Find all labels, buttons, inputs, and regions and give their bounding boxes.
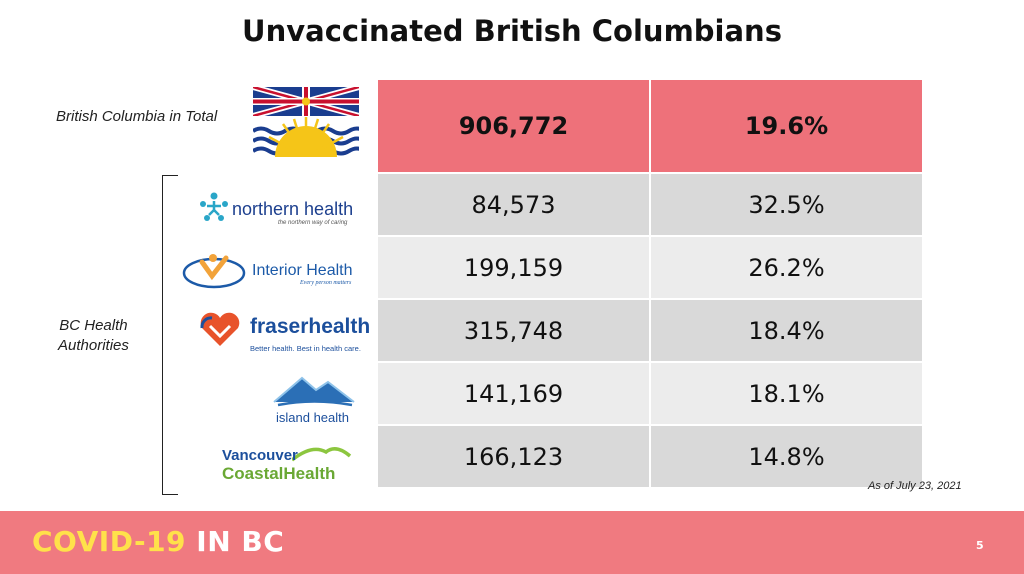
fraser-health-count: 315,748: [376, 298, 651, 363]
bc-total-percent: 19.6%: [649, 78, 924, 174]
slide-title: Unvaccinated British Columbians: [242, 14, 782, 48]
vancouver-coastal-health-logo: Vancouver CoastalHealth: [222, 442, 362, 488]
island-health-icon: [273, 376, 355, 407]
bc-authorities-label-line2: Authorities: [58, 337, 129, 354]
coastal-health-wordmark: CoastalHealth: [222, 464, 336, 483]
footer-bar: COVID-19 IN BC 5: [0, 511, 1024, 574]
bc-total-count: 906,772: [376, 78, 651, 174]
northern-health-tagline: the northern way of caring: [278, 220, 348, 226]
table-row-vancouver-coastal-health: 166,123 14.8%: [376, 424, 924, 489]
table-row-bc-total: 906,772 19.6%: [376, 78, 924, 174]
interior-health-wordmark: Interior Health: [252, 262, 353, 279]
fraser-health-wordmark: fraserhealth: [250, 315, 371, 338]
interior-health-tagline: Every person matters: [300, 280, 352, 286]
island-health-percent: 18.1%: [649, 361, 924, 426]
northern-health-icon: [200, 192, 228, 221]
table-row-northern-health: 84,573 32.5%: [376, 172, 924, 237]
fraser-health-percent: 18.4%: [649, 298, 924, 363]
bc-flag-icon: [253, 87, 359, 157]
interior-health-logo: Interior Health Every person matters: [182, 252, 362, 292]
page-number: 5: [976, 539, 984, 552]
bracket-divider: [162, 175, 178, 495]
fraser-health-icon: [200, 312, 240, 346]
footer-brand: COVID-19 IN BC: [32, 525, 284, 558]
vancouver-coastal-health-icon: [292, 447, 352, 462]
bc-total-label: British Columbia in Total: [56, 108, 218, 125]
table-row-fraser-health: 315,748 18.4%: [376, 298, 924, 363]
northern-health-percent: 32.5%: [649, 172, 924, 237]
footer-brand-in-bc: IN BC: [196, 525, 285, 558]
interior-health-count: 199,159: [376, 235, 651, 300]
northern-health-count: 84,573: [376, 172, 651, 237]
vaccination-table: 906,772 19.6% 84,573 32.5% 199,159 26.2%…: [376, 78, 924, 489]
vancouver-wordmark: Vancouver: [222, 447, 298, 464]
table-row-island-health: 141,169 18.1%: [376, 361, 924, 426]
interior-health-icon: [182, 254, 246, 289]
footer-brand-covid: COVID-19: [32, 525, 187, 558]
as-of-date: As of July 23, 2021: [868, 480, 962, 492]
table-row-interior-health: 199,159 26.2%: [376, 235, 924, 300]
bc-authorities-label-line1: BC Health: [59, 317, 128, 334]
interior-health-percent: 26.2%: [649, 235, 924, 300]
northern-health-wordmark: northern health: [232, 199, 354, 219]
fraser-health-tagline: Better health. Best in health care.: [250, 344, 361, 353]
island-health-logo: island health: [272, 374, 358, 426]
bc-authorities-label: BC Health Authorities: [58, 316, 129, 356]
vancouver-coastal-health-count: 166,123: [376, 424, 651, 489]
vancouver-coastal-health-percent: 14.8%: [649, 424, 924, 489]
northern-health-logo: northern health the northern way of cari…: [198, 190, 358, 230]
fraser-health-logo: fraserhealth Better health. Best in heal…: [198, 312, 370, 358]
island-health-count: 141,169: [376, 361, 651, 426]
island-health-wordmark: island health: [276, 410, 349, 425]
